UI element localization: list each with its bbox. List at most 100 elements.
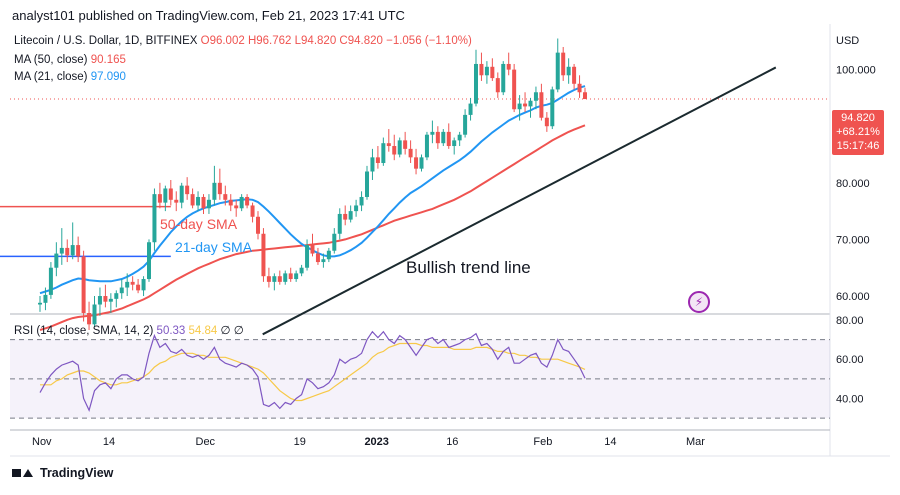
current-price-label: 94.820 +68.21% 15:17:46 bbox=[832, 110, 884, 155]
time-tick-label: 19 bbox=[294, 436, 306, 448]
candle-body bbox=[125, 281, 130, 288]
high-value: H96.762 bbox=[247, 35, 292, 47]
candle-body bbox=[277, 276, 282, 282]
time-tick-label: Feb bbox=[533, 436, 552, 448]
candle-body bbox=[354, 205, 359, 212]
candle-body bbox=[147, 242, 151, 280]
candle-body bbox=[76, 245, 81, 257]
symbol-name: Litecoin / U.S. Dollar, 1D, BITFINEX bbox=[14, 35, 198, 47]
candle-body bbox=[157, 194, 162, 203]
candle-body bbox=[495, 78, 500, 93]
currency-label: USD bbox=[836, 35, 859, 47]
sma50-annotation: 50-day SMA bbox=[160, 216, 238, 232]
candle-body bbox=[38, 302, 42, 305]
candle-body bbox=[294, 273, 299, 280]
ma50-label: MA (50, close) bbox=[14, 54, 88, 66]
candle-body bbox=[555, 52, 560, 90]
candle-body bbox=[365, 171, 369, 197]
candle-body bbox=[141, 279, 146, 291]
candle-body bbox=[212, 182, 217, 200]
candle-body bbox=[299, 267, 304, 274]
lightning-icon[interactable]: ⚡ bbox=[688, 291, 710, 313]
rsi-legend: RSI (14, close, SMA, 14, 2) 50.33 54.84 … bbox=[14, 323, 244, 337]
candle-body bbox=[65, 247, 70, 256]
candle-body bbox=[97, 296, 102, 305]
price-tick-label: 80.000 bbox=[836, 178, 870, 190]
candle-body bbox=[583, 92, 587, 100]
candle-body bbox=[174, 199, 179, 203]
rsi-extra: ∅ ∅ bbox=[220, 325, 244, 337]
ma21-legend: MA (21, close) 97.090 bbox=[14, 70, 126, 84]
candle-body bbox=[566, 66, 571, 76]
candle-body bbox=[424, 134, 429, 158]
candle-body bbox=[370, 157, 375, 172]
current-price: 94.820 bbox=[841, 112, 875, 124]
ma21-value: 97.090 bbox=[90, 71, 126, 83]
candle-body bbox=[326, 250, 331, 260]
candle-body bbox=[315, 253, 320, 263]
candle-body bbox=[533, 92, 538, 101]
candle-body bbox=[381, 143, 386, 164]
candle-body bbox=[168, 188, 173, 200]
time-tick-label: Mar bbox=[686, 436, 705, 448]
candle-body bbox=[441, 131, 446, 144]
candle-body bbox=[250, 205, 255, 217]
candle-body bbox=[397, 140, 402, 155]
rsi-sma-line bbox=[40, 342, 586, 402]
candle-body bbox=[114, 293, 119, 299]
candle-body bbox=[343, 213, 348, 220]
ma21-label: MA (21, close) bbox=[14, 71, 88, 83]
time-tick-label: 14 bbox=[604, 436, 616, 448]
candle-body bbox=[163, 188, 168, 203]
candle-body bbox=[223, 194, 228, 200]
candle-body bbox=[550, 89, 555, 127]
candle-body bbox=[70, 245, 75, 256]
candle-body bbox=[430, 131, 435, 135]
symbol-legend: Litecoin / U.S. Dollar, 1D, BITFINEX O96… bbox=[14, 34, 472, 48]
candle-body bbox=[359, 196, 364, 206]
open-value: O96.002 bbox=[200, 35, 245, 47]
time-tick-label: 2023 bbox=[364, 436, 388, 448]
candle-body bbox=[512, 69, 517, 110]
candle-body bbox=[506, 63, 511, 70]
candle-body bbox=[523, 103, 528, 107]
candle-body bbox=[375, 157, 380, 164]
candle-body bbox=[577, 83, 582, 93]
candle-body bbox=[119, 287, 124, 294]
tradingview-brand: TradingView bbox=[12, 466, 113, 480]
candle-body bbox=[206, 199, 211, 209]
rsi-value: 50.33 bbox=[156, 325, 186, 337]
time-tick-label: Nov bbox=[32, 436, 52, 448]
candle-body bbox=[87, 313, 92, 325]
candle-body bbox=[490, 66, 495, 79]
candle-body bbox=[305, 245, 310, 268]
candle-body bbox=[517, 103, 522, 110]
candle-body bbox=[185, 185, 190, 195]
rsi-line bbox=[39, 330, 586, 413]
candle-body bbox=[179, 185, 184, 203]
ma50-legend: MA (50, close) 90.165 bbox=[14, 53, 126, 67]
candle-body bbox=[245, 196, 250, 206]
candle-body bbox=[81, 256, 86, 313]
candle-body bbox=[59, 247, 64, 254]
candle-body bbox=[190, 194, 195, 206]
rsi-tick-label: 60.00 bbox=[836, 354, 864, 366]
time-tick-label: 16 bbox=[446, 436, 458, 448]
candle-body bbox=[321, 259, 326, 263]
candle-body bbox=[256, 216, 260, 234]
candle-body bbox=[474, 63, 478, 104]
price-tick-label: 70.000 bbox=[836, 234, 870, 246]
candle-body bbox=[310, 245, 315, 254]
candle-body bbox=[48, 267, 53, 295]
candle-body bbox=[544, 117, 549, 127]
ma50-line bbox=[39, 124, 586, 331]
rsi-sma-value: 54.84 bbox=[188, 325, 218, 337]
rsi-tick-label: 80.00 bbox=[836, 315, 864, 327]
candle-body bbox=[108, 298, 113, 302]
brand-name: TradingView bbox=[40, 466, 114, 480]
rsi-label: RSI (14, close, SMA, 14, 2) bbox=[14, 325, 154, 337]
candle-body bbox=[43, 294, 48, 303]
candle-body bbox=[196, 196, 201, 206]
